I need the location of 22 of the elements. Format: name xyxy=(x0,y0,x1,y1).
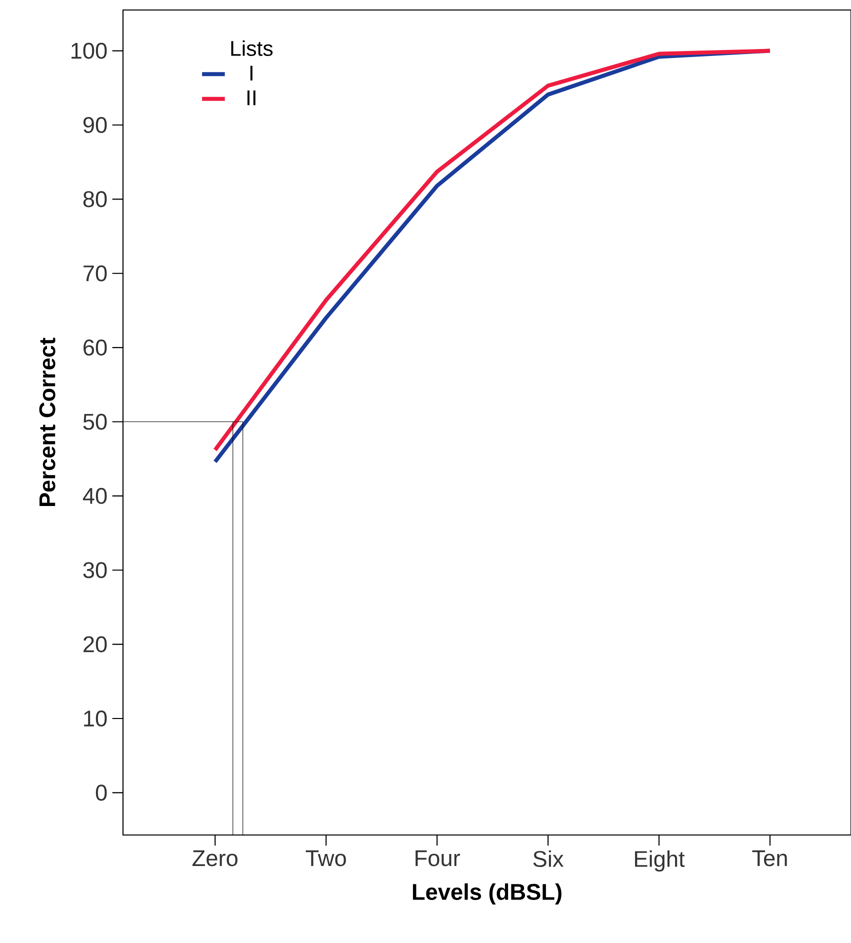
y-tick-label: 80 xyxy=(83,191,107,208)
y-tick-label: 30 xyxy=(83,562,107,578)
x-axis-title: Levels (dBSL) xyxy=(412,883,562,904)
x-tick-label: Zero xyxy=(192,850,238,866)
y-tick-label: 100 xyxy=(72,42,107,59)
x-tick-label: Ten xyxy=(752,850,787,866)
x-tick-label: Four xyxy=(416,850,460,866)
x-tick-label: Two xyxy=(306,850,346,866)
legend-title: Lists xyxy=(231,40,273,56)
y-axis-title: Percent Correct xyxy=(39,338,56,506)
y-tick-label: 90 xyxy=(83,116,107,134)
x-tick-label: Six xyxy=(533,850,564,868)
legend-label: II xyxy=(247,90,256,106)
y-tick-label: 60 xyxy=(84,340,107,356)
y-tick-label: 0 xyxy=(96,784,107,801)
legend-label: I xyxy=(250,66,252,80)
y-tick-label: 70 xyxy=(84,265,107,282)
y-tick-label: 40 xyxy=(82,488,107,504)
x-tick-label: Eight xyxy=(635,850,685,872)
y-tick-label: 20 xyxy=(84,636,107,652)
y-tick-label: 50 xyxy=(83,414,107,430)
y-tick-label: 10 xyxy=(84,710,107,727)
